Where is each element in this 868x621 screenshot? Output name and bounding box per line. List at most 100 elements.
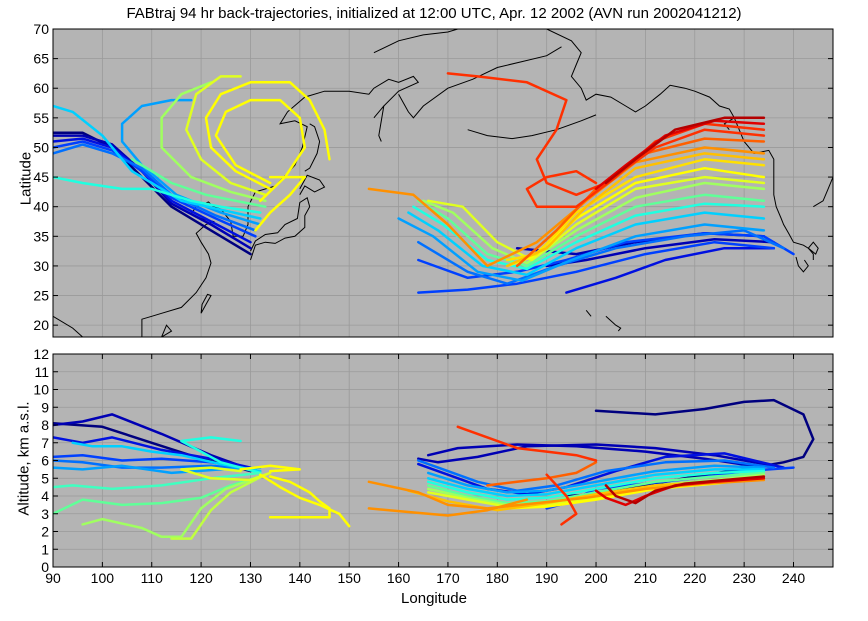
trajectory-line <box>53 175 262 214</box>
trajectory-line <box>367 498 529 517</box>
trajectory-line <box>505 166 766 268</box>
x-tick-label: 240 <box>782 570 806 586</box>
coastline <box>373 29 458 54</box>
trajectory-line <box>53 473 267 516</box>
altitude-trajectories <box>53 398 815 540</box>
x-tick-label: 90 <box>45 570 61 586</box>
y-tick-label: 20 <box>33 317 49 333</box>
y-tick-label: 9 <box>41 399 49 415</box>
trajectory-line <box>426 464 766 494</box>
coastline <box>723 117 735 131</box>
y-tick-label: 60 <box>33 80 49 96</box>
y-tick-label: 70 <box>33 21 49 37</box>
x-tick-label: 100 <box>91 570 115 586</box>
trajectory-line <box>417 193 766 268</box>
x-tick-label: 110 <box>141 570 164 586</box>
trajectory-line <box>545 473 578 526</box>
trajectory-line <box>417 229 785 285</box>
trajectory-line <box>397 217 766 282</box>
y-tick-label: 1 <box>41 541 49 557</box>
x-tick-label: 140 <box>288 570 312 586</box>
trajectory-line <box>426 469 766 501</box>
y-tick-label: 5 <box>41 470 49 486</box>
x-tick-label: 220 <box>683 570 707 586</box>
trajectory-line <box>53 413 252 471</box>
y-tick-label: 35 <box>33 228 49 244</box>
map-axes-frame <box>52 28 834 338</box>
trajectory-line <box>53 143 257 232</box>
coastline <box>398 46 562 119</box>
trajectory-line <box>426 471 766 505</box>
y-tick-label: 7 <box>41 435 49 451</box>
y-tick-label: 6 <box>41 453 49 469</box>
trajectory-line <box>505 152 766 268</box>
trajectory-line <box>214 98 307 203</box>
map-gridlines <box>52 28 833 337</box>
trajectory-line <box>160 81 267 203</box>
trajectory-line <box>417 240 776 294</box>
y-tick-label: 40 <box>33 199 49 215</box>
coastline <box>585 309 592 317</box>
trajectory-line <box>254 175 307 232</box>
coastline <box>546 29 814 260</box>
trajectory-line <box>412 202 766 271</box>
x-tick-label: 190 <box>535 570 559 586</box>
y-tick-label: 30 <box>33 258 49 274</box>
x-tick-label: 120 <box>189 570 213 586</box>
coastline <box>200 293 212 314</box>
coastline <box>795 256 809 273</box>
coastline-map <box>53 29 833 337</box>
y-tick-label: 12 <box>33 346 49 362</box>
trajectory-line <box>180 436 262 475</box>
trajectory-line <box>525 122 766 208</box>
x-tick-label: 150 <box>338 570 362 586</box>
coastline <box>141 75 420 337</box>
y-tick-label: 65 <box>33 51 49 67</box>
coastline <box>373 105 385 119</box>
coastline <box>299 174 326 196</box>
y-tick-label: 8 <box>41 417 49 433</box>
x-tick-label: 130 <box>239 570 263 586</box>
trajectory-line <box>407 211 766 277</box>
trajectory-line <box>53 140 257 238</box>
coastline <box>161 324 173 337</box>
trajectory-line <box>604 475 766 505</box>
x-tick-label: 180 <box>486 570 510 586</box>
y-tick-label: 11 <box>34 364 49 380</box>
y-tick-label: 2 <box>41 524 49 540</box>
trajectory-line <box>130 158 267 208</box>
trajectory-line <box>170 473 267 540</box>
trajectory-line <box>53 471 262 491</box>
coastline <box>250 197 311 261</box>
y-tick-label: 3 <box>41 506 49 522</box>
trajectory-line <box>565 246 776 294</box>
y-tick-label: 0 <box>41 559 49 575</box>
trajectory-line <box>180 466 272 482</box>
x-tick-label: 230 <box>732 570 756 586</box>
trajectory-line <box>71 441 262 473</box>
y-tick-label: 55 <box>33 110 49 126</box>
trajectory-line <box>185 75 267 197</box>
x-tick-label: 170 <box>436 570 460 586</box>
coastline <box>304 123 321 172</box>
trajectory-line <box>53 104 262 220</box>
trajectory-line <box>426 443 766 469</box>
trajectory-line <box>239 464 302 473</box>
x-axis-label: Longitude <box>401 590 467 607</box>
y-tick-label: 25 <box>33 288 49 304</box>
y-tick-label: 50 <box>33 139 49 155</box>
trajectory-line <box>426 175 766 262</box>
trajectory-line <box>426 468 766 498</box>
y-tick-label: 45 <box>33 169 49 185</box>
y-tick-label: 10 <box>33 382 49 398</box>
trajectory-line <box>486 461 598 487</box>
coastline <box>813 176 833 208</box>
trajectory-line <box>367 146 766 268</box>
trajectory-line <box>259 473 351 528</box>
figure-title: FABtraj 94 hr back-trajectories, initial… <box>126 5 742 22</box>
trajectory-line <box>422 181 766 265</box>
trajectory-line <box>604 116 766 185</box>
trajectory-line <box>204 81 331 191</box>
